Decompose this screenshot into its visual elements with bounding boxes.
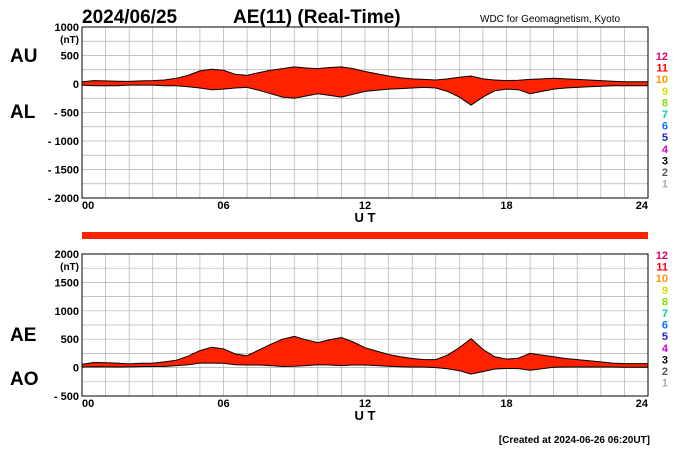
- upper-series-line: [81, 66, 648, 83]
- ae-status-bar: [82, 232, 648, 239]
- created-timestamp: [Created at 2024-06-26 06:20UT]: [499, 435, 650, 446]
- au-al-panel: 1000 500 0 - 500 - 1000 - 1500 - 2000 (nT) 00 06 1…: [10, 22, 669, 225]
- series-label-ao: AO: [10, 369, 39, 390]
- station-number: 1: [662, 179, 668, 191]
- y-unit-label: (nT): [60, 35, 79, 46]
- station-number: 1: [662, 378, 668, 390]
- x-tick-label: 18: [500, 200, 512, 212]
- x-axis-label: U T: [355, 408, 376, 423]
- station-number: 10: [656, 273, 668, 285]
- upper-series-line: [81, 335, 648, 365]
- x-tick-label: 06: [217, 200, 229, 212]
- y-tick-label: - 2000: [48, 193, 79, 205]
- y-tick-label: 0: [73, 363, 79, 375]
- station-number: 7: [662, 109, 668, 121]
- x-tick-label: 12: [359, 200, 371, 212]
- y-tick-label: 500: [61, 334, 79, 346]
- y-tick-label: 2000: [55, 249, 79, 261]
- x-tick-label: 12: [359, 398, 371, 410]
- station-number: 9: [662, 86, 668, 98]
- data-source: WDC for Geomagnetism, Kyoto: [480, 14, 620, 25]
- series-label-au: AU: [10, 46, 37, 67]
- envelope-fill: [82, 66, 648, 106]
- station-number: 3: [662, 155, 668, 167]
- y-tick-label: 1000: [55, 22, 79, 34]
- plot-frame: [81, 26, 649, 199]
- y-tick-label: - 1500: [48, 165, 79, 177]
- x-tick-label: 18: [500, 398, 512, 410]
- plot-frame: [81, 253, 649, 397]
- x-axis-label: U T: [355, 210, 376, 225]
- station-number: 8: [662, 296, 668, 308]
- station-number: 12: [656, 51, 668, 63]
- station-number: 8: [662, 97, 668, 109]
- station-number: 6: [662, 121, 668, 133]
- station-number: 2: [662, 167, 668, 179]
- station-number: 11: [656, 63, 668, 75]
- station-number: 6: [662, 320, 668, 332]
- station-number: 5: [662, 331, 668, 343]
- y-tick-label: - 500: [54, 108, 79, 120]
- series-label-al: AL: [10, 102, 36, 123]
- x-tick-label: 24: [636, 200, 649, 212]
- x-tick-label: 00: [82, 398, 94, 410]
- station-number: 2: [662, 366, 668, 378]
- station-number: 3: [662, 354, 668, 366]
- y-tick-label: 1000: [55, 306, 79, 318]
- station-number: 7: [662, 308, 668, 320]
- x-tick-label: 06: [217, 398, 229, 410]
- y-tick-label: 500: [61, 51, 79, 63]
- lower-series-line: [81, 362, 648, 375]
- lower-series-line: [81, 84, 648, 106]
- station-number: 5: [662, 132, 668, 144]
- x-tick-label: 24: [636, 398, 649, 410]
- y-tick-label: 0: [73, 79, 79, 91]
- x-tick-label: 00: [82, 200, 94, 212]
- plot-date: 2024/06/25: [82, 7, 178, 28]
- station-number: 9: [662, 285, 668, 297]
- station-number: 10: [656, 74, 668, 86]
- y-tick-label: - 500: [54, 391, 79, 403]
- station-number: 4: [662, 343, 669, 355]
- y-tick-label: - 1000: [48, 136, 79, 148]
- series-label-ae: AE: [10, 325, 36, 346]
- y-unit-label: (nT): [60, 262, 79, 273]
- y-tick-label: 1500: [55, 277, 79, 289]
- station-number: 11: [656, 262, 668, 274]
- plot-title: AE(11) (Real-Time): [233, 7, 401, 28]
- station-number: 4: [662, 144, 669, 156]
- station-number: 12: [656, 250, 668, 262]
- envelope-fill: [82, 336, 648, 375]
